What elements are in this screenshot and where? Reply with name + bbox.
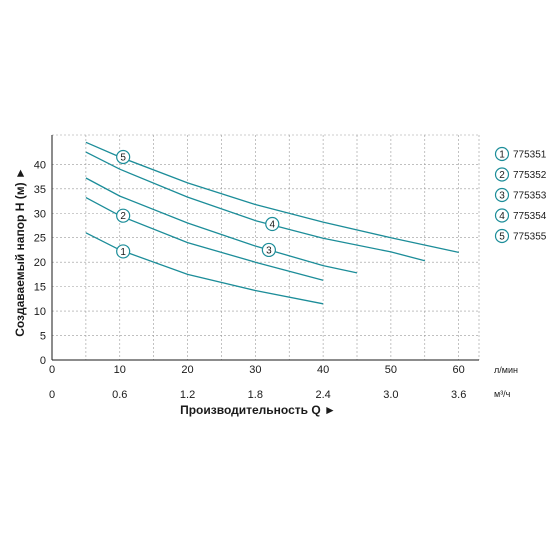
y-tick-label: 40 (34, 159, 46, 171)
y-axis-title: Создаваемый напор H (м) ► (13, 167, 27, 337)
series-marker-775355 (116, 149, 131, 165)
series-marker-775351 (116, 244, 131, 259)
legend-entry-775352: 775352 (513, 170, 547, 181)
y-tick-label: 0 (40, 355, 46, 367)
x-unit-label: л/мин (494, 365, 518, 375)
series-marker-label: 4 (269, 220, 275, 231)
x-tick-label: 20 (181, 364, 193, 376)
y-tick-label: 25 (34, 233, 46, 245)
x-tick-label: 40 (317, 364, 329, 376)
y-tick-label: 10 (34, 306, 46, 318)
legend-entry-775355: 775355 (513, 232, 547, 243)
legend-marker-label: 5 (499, 232, 505, 243)
axes: 051015202530354000100.6201.2301.8402.450… (34, 135, 479, 401)
legend-entry-775351: 775351 (513, 150, 547, 161)
series-marker-775352 (116, 208, 131, 223)
series-line-775354 (85, 151, 425, 262)
x2-tick-label: 3.0 (383, 389, 398, 401)
series-marker-775354 (265, 216, 280, 232)
legend-marker-label: 2 (499, 170, 505, 181)
x2-unit-label: м³/ч (494, 389, 511, 399)
series-line-775353 (85, 177, 358, 274)
x2-tick-label: 2.4 (315, 389, 330, 401)
series-line-775352 (85, 197, 324, 281)
legend-marker-label: 4 (499, 211, 505, 222)
series-line-775355 (85, 141, 459, 254)
y-tick-label: 20 (34, 257, 46, 269)
legend-marker-775354 (494, 208, 510, 223)
y-tick-label: 5 (40, 331, 46, 343)
series-marker-label: 1 (120, 247, 126, 258)
grid (52, 134, 480, 360)
x-tick-label: 60 (453, 364, 465, 376)
curves: 1 2 3 4 5 (85, 141, 459, 305)
x2-tick-label: 3.6 (451, 389, 466, 401)
y-tick-label: 15 (34, 282, 46, 294)
series-marker-label: 3 (266, 245, 272, 256)
legend-marker-775352 (494, 167, 510, 182)
x-tick-label: 0 (49, 364, 55, 376)
x-tick-label: 50 (385, 364, 397, 376)
x2-tick-label: 1.8 (248, 389, 263, 401)
x-axis-title: Производительность Q ► (180, 403, 336, 417)
y-tick-label: 30 (34, 208, 46, 220)
x-tick-label: 30 (249, 364, 261, 376)
legend: 1 775351 2 775352 3 775353 4 775354 5 775355 (494, 146, 547, 244)
series-marker-label: 2 (120, 211, 126, 222)
x-tick-label: 10 (114, 364, 126, 376)
x2-tick-label: 0 (49, 389, 55, 401)
legend-entry-775353: 775353 (513, 191, 547, 202)
legend-marker-label: 3 (499, 191, 505, 202)
legend-marker-label: 1 (499, 150, 505, 161)
x2-tick-label: 1.2 (180, 389, 195, 401)
series-line-775351 (85, 232, 324, 305)
series-marker-label: 5 (120, 153, 126, 164)
legend-marker-775351 (494, 146, 510, 162)
legend-entry-775354: 775354 (513, 211, 547, 222)
legend-marker-775355 (494, 228, 510, 244)
series-marker-775353 (261, 242, 276, 258)
legend-marker-775353 (494, 187, 510, 203)
x2-tick-label: 0.6 (112, 389, 127, 401)
y-tick-label: 35 (34, 184, 46, 196)
